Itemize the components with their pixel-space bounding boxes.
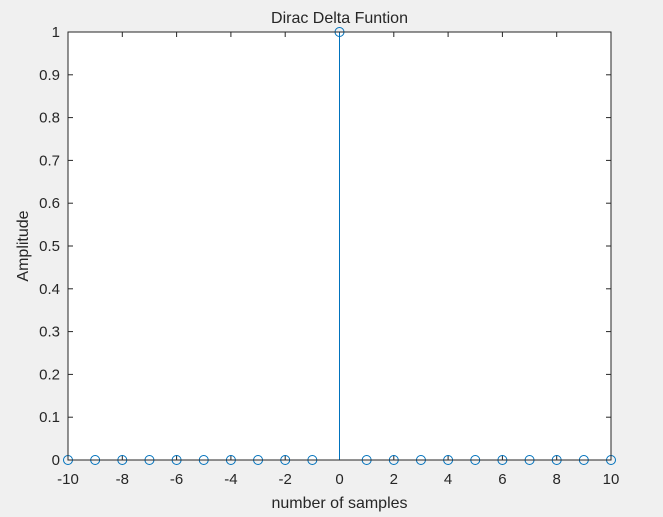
- x-tick-label: -10: [57, 471, 79, 488]
- x-tick-label: 6: [498, 471, 506, 488]
- x-tick-label: -8: [116, 471, 129, 488]
- y-tick-label: 0.1: [39, 409, 60, 426]
- y-tick-label: 1: [52, 24, 60, 41]
- y-tick-label: 0.3: [39, 324, 60, 341]
- y-tick-label: 0.7: [39, 152, 60, 169]
- x-tick-label: 2: [390, 471, 398, 488]
- axes-box: [67, 31, 612, 461]
- y-tick-label: 0.5: [39, 238, 60, 255]
- y-tick-label: 0.2: [39, 366, 60, 383]
- x-tick-label: 8: [553, 471, 561, 488]
- x-axis-label: number of samples: [271, 495, 407, 512]
- y-tick-label: 0: [52, 452, 60, 469]
- y-tick-label: 0.6: [39, 195, 60, 212]
- x-tick-label: 0: [335, 471, 343, 488]
- x-tick-label: -6: [170, 471, 183, 488]
- x-tick-label: 10: [603, 471, 620, 488]
- x-tick-label: -2: [279, 471, 292, 488]
- y-tick-label: 0.8: [39, 110, 60, 127]
- ticks-layer: -10 -8 -6 -4 -2 0 2 4 6 8 10 0 0.1 0.2 0.3 0.4 0.5 0.6 0.7…: [39, 24, 619, 488]
- chart-title: Dirac Delta Funtion: [271, 10, 408, 27]
- y-tick-label: 0.4: [39, 281, 60, 298]
- x-tick-label: -4: [224, 471, 237, 488]
- y-axis-label: Amplitude: [15, 210, 32, 281]
- x-tick-label: 4: [444, 471, 452, 488]
- y-tick-label: 0.9: [39, 67, 60, 84]
